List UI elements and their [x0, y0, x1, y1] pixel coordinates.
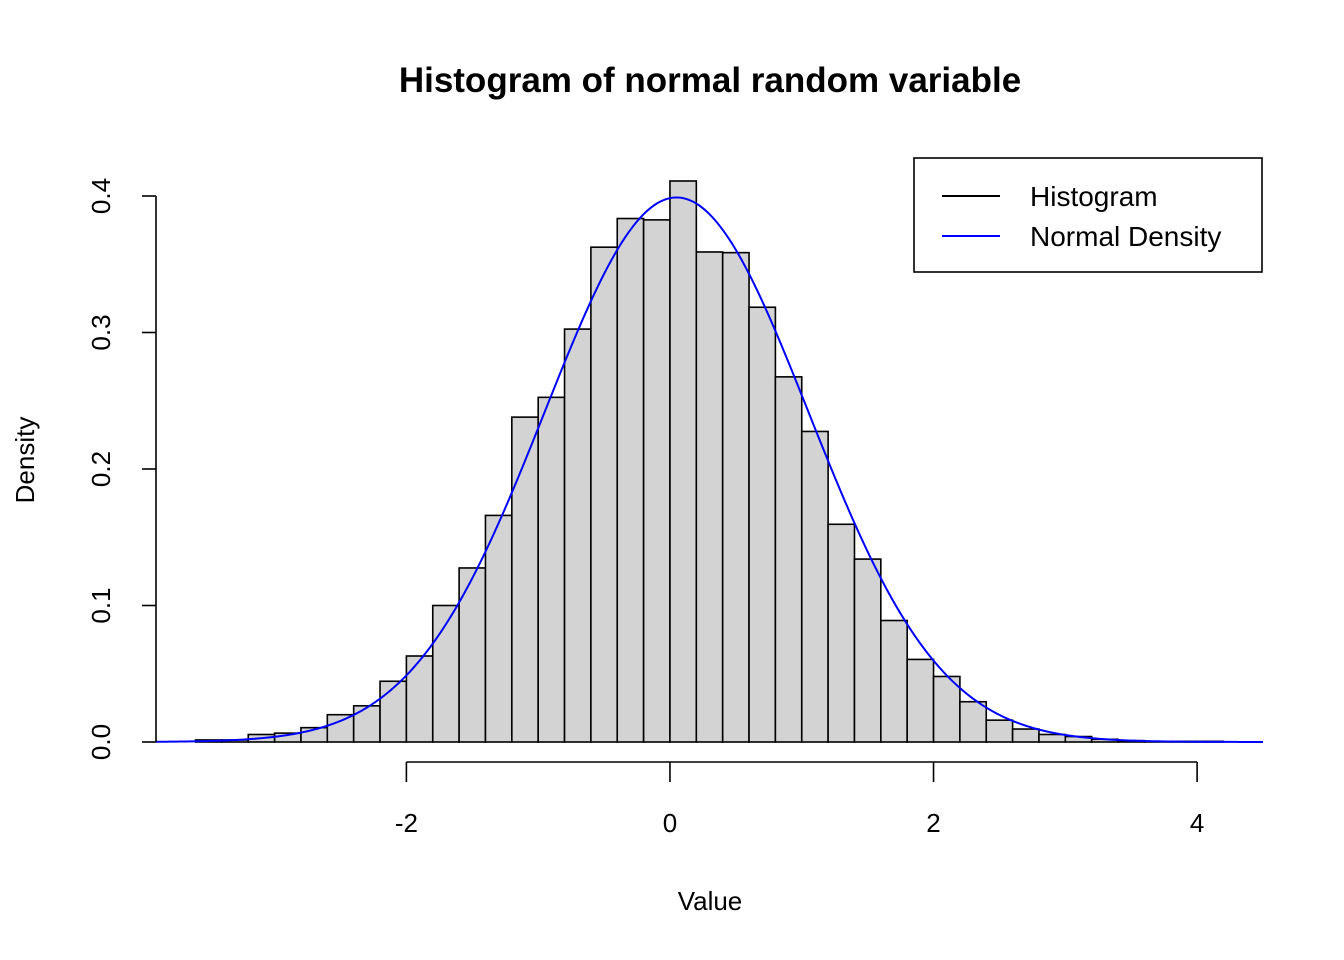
histogram-bar	[590, 246, 619, 743]
histogram-bar	[1011, 728, 1040, 743]
legend: Histogram Normal Density	[913, 157, 1263, 273]
histogram-bar	[748, 306, 777, 743]
histogram-bar	[1038, 733, 1067, 743]
histogram-bar	[379, 680, 408, 743]
x-tick-label: 4	[1190, 808, 1204, 838]
legend-box	[913, 157, 1263, 273]
histogram-bar	[405, 655, 434, 743]
normal-density-line	[155, 196, 1263, 743]
histogram-bar	[537, 396, 566, 743]
histogram-bar	[932, 675, 961, 743]
histogram-bar	[906, 658, 935, 743]
histogram-bar	[985, 719, 1014, 743]
x-tick-label: 0	[663, 808, 677, 838]
histogram-bar	[616, 217, 645, 743]
x-axis-title: Value	[678, 886, 743, 916]
y-axis: 0.0 0.1 0.2 0.3 0.4	[86, 178, 157, 760]
histogram-bar	[484, 514, 513, 743]
histogram-bar	[959, 700, 988, 743]
histogram-bar	[352, 705, 381, 743]
histogram-bar	[669, 180, 698, 743]
legend-label: Normal Density	[1030, 221, 1221, 252]
legend-label: Histogram	[1030, 181, 1158, 212]
histogram-bar	[800, 430, 829, 743]
histogram-bar	[880, 619, 908, 743]
chart-title: Histogram of normal random variable	[399, 61, 1021, 100]
histogram-bar	[827, 523, 856, 743]
y-tick-label: 0.3	[86, 314, 116, 350]
y-tick-label: 0.1	[86, 587, 116, 623]
histogram-bar	[563, 328, 592, 743]
y-tick-label: 0.0	[86, 724, 116, 760]
histogram-bar	[853, 558, 882, 743]
histogram-bar	[326, 713, 355, 743]
y-tick-label: 0.4	[86, 178, 116, 214]
histogram-bar	[511, 416, 539, 743]
histogram-bar	[695, 251, 724, 743]
y-axis-title: Density	[10, 417, 40, 504]
x-tick-label: 2	[926, 808, 940, 838]
x-tick-label: -2	[395, 808, 418, 838]
y-tick-label: 0.2	[86, 451, 116, 487]
x-axis: -2 0 2 4	[395, 761, 1204, 838]
histogram-bar	[774, 376, 803, 743]
histogram-bar	[721, 251, 750, 743]
histogram-bar	[642, 219, 671, 743]
